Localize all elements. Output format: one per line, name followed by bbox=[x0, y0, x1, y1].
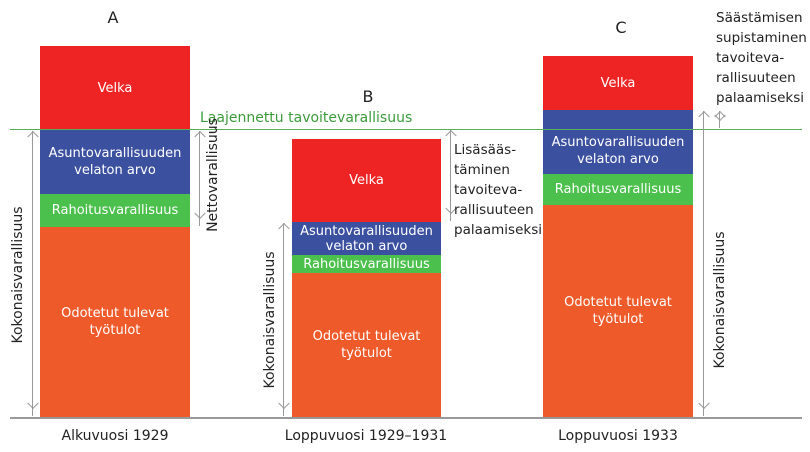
financial-segment: Rahoitusvarallisuus bbox=[292, 255, 441, 273]
income-segment: Odotetut tulevat työtulot bbox=[543, 205, 693, 417]
segment-label: Velka bbox=[600, 75, 636, 91]
bar-b: Velka Asuntovarallisuuden velaton arvo R… bbox=[292, 139, 441, 417]
debt-segment: Velka bbox=[543, 56, 693, 110]
total-wealth-arrow bbox=[283, 223, 284, 416]
segment-label: Odotetut tulevat työtulot bbox=[564, 295, 672, 327]
segment-label: Asuntovarallisuuden velaton arvo bbox=[48, 146, 182, 178]
net-wealth-label: Nettovarallisuus bbox=[205, 118, 221, 232]
target-line-label: Laajennettu tavoitevarallisuus bbox=[200, 110, 413, 126]
target-line bbox=[10, 129, 802, 130]
segment-label: Asuntovarallisuuden velaton arvo bbox=[551, 135, 685, 167]
segment-label: Odotetut tulevat työtulot bbox=[61, 306, 169, 338]
x-label: Alkuvuosi 1929 bbox=[61, 428, 169, 444]
housing-segment: Asuntovarallisuuden velaton arvo bbox=[292, 222, 441, 255]
bar-c: Velka Asuntovarallisuuden velaton arvo R… bbox=[543, 56, 693, 417]
segment-label: Rahoitusvarallisuus bbox=[51, 203, 179, 218]
bar-letter: A bbox=[107, 8, 119, 27]
segment-label: Rahoitusvarallisuus bbox=[303, 256, 430, 272]
debt-segment: Velka bbox=[40, 46, 190, 130]
segment-label: Velka bbox=[349, 173, 384, 188]
total-wealth-label: Kokonaisvarallisuus bbox=[10, 206, 26, 344]
segment-label: Velka bbox=[97, 80, 133, 96]
housing-segment: Asuntovarallisuuden velaton arvo bbox=[40, 130, 190, 194]
x-label: Loppuvuosi 1933 bbox=[558, 428, 678, 444]
baseline bbox=[10, 417, 802, 419]
x-label: Loppuvuosi 1929–1931 bbox=[284, 428, 448, 444]
segment-label: Asuntovarallisuuden velaton arvo bbox=[300, 223, 433, 254]
income-segment: Odotetut tulevat työtulot bbox=[40, 227, 190, 417]
total-wealth-arrow bbox=[703, 111, 704, 416]
bar-letter: C bbox=[615, 18, 627, 37]
financial-segment: Rahoitusvarallisuus bbox=[40, 194, 190, 227]
segment-label: Odotetut tulevat työtulot bbox=[312, 329, 421, 361]
segment-label: Rahoitusvarallisuus bbox=[554, 182, 682, 197]
financial-segment: Rahoitusvarallisuus bbox=[543, 174, 693, 205]
total-wealth-label: Kokonaisvarallisuus bbox=[262, 251, 278, 389]
net-wealth-arrow bbox=[199, 131, 200, 226]
total-wealth-label: Kokonaisvarallisuus bbox=[712, 231, 728, 369]
income-segment: Odotetut tulevat työtulot bbox=[292, 273, 441, 417]
reduced-saving-note: Säästämisen supistaminen tavoiteva- rall… bbox=[716, 10, 807, 106]
total-wealth-arrow bbox=[32, 131, 33, 416]
bar-a: Velka Asuntovarallisuuden velaton arvo R… bbox=[40, 46, 190, 417]
housing-segment: Asuntovarallisuuden velaton arvo bbox=[543, 110, 693, 174]
reduced-saving-arrow bbox=[719, 111, 720, 128]
bar-letter: B bbox=[362, 87, 374, 106]
debt-segment: Velka bbox=[292, 139, 441, 222]
extra-saving-note: Lisäsääs- täminen tavoiteva- rallisuutee… bbox=[454, 142, 542, 238]
extra-saving-arrow bbox=[450, 130, 451, 221]
